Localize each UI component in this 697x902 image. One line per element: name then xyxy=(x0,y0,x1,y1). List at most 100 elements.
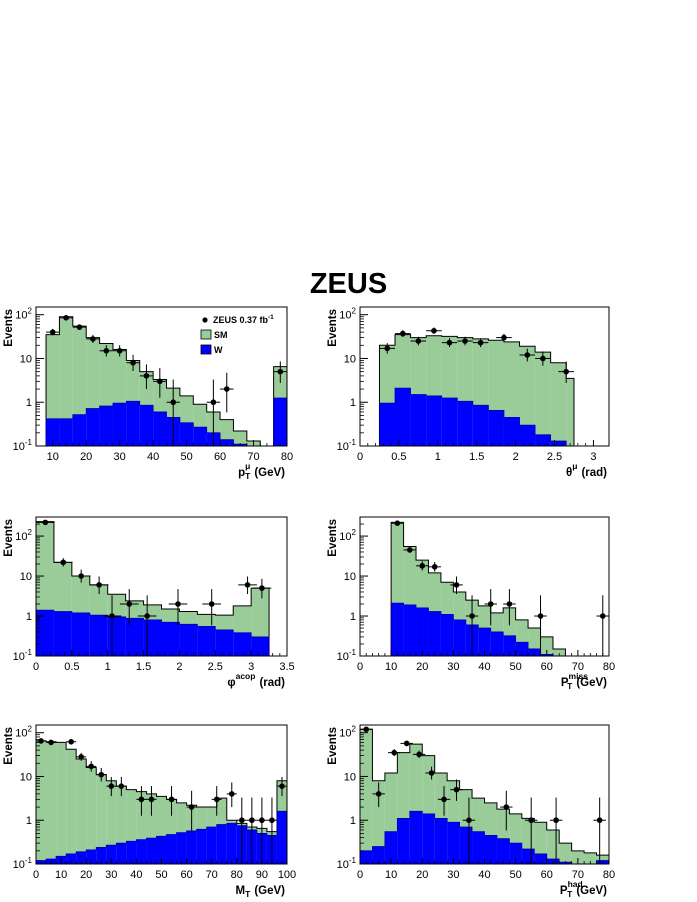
sm-bar xyxy=(66,749,77,864)
w-bar xyxy=(459,827,473,864)
w-bar xyxy=(534,853,547,864)
data-point xyxy=(457,336,473,346)
data-point xyxy=(379,343,396,354)
data-point xyxy=(500,790,513,831)
data-marker xyxy=(596,817,603,824)
sm-bar xyxy=(86,767,97,864)
y-tick-label: 102 xyxy=(339,725,356,740)
w-bar xyxy=(193,427,207,446)
data-point xyxy=(53,558,73,567)
y-axis-title: Events xyxy=(327,727,339,765)
data-marker xyxy=(98,771,105,778)
x-tick-label: 70 xyxy=(572,869,584,881)
plot-area xyxy=(36,519,272,656)
sm-bar xyxy=(36,740,47,864)
data-marker xyxy=(170,399,177,406)
data-point xyxy=(139,364,154,390)
w-bar xyxy=(112,403,127,446)
w-outline xyxy=(36,810,287,864)
data-marker xyxy=(88,763,95,770)
data-point xyxy=(166,786,177,816)
data-marker xyxy=(528,817,534,824)
x-tick-label: 3 xyxy=(248,661,254,673)
data-marker xyxy=(384,345,391,352)
data-point xyxy=(86,334,100,343)
w-bar xyxy=(422,813,435,864)
x-tick-label: 2.5 xyxy=(547,451,562,463)
data-point xyxy=(416,561,429,571)
data-point xyxy=(168,589,188,626)
data-marker xyxy=(431,327,437,334)
x-tick-label: 0.5 xyxy=(64,661,79,673)
x-tick-label: 30 xyxy=(105,869,117,881)
w-bar xyxy=(86,849,97,864)
data-marker xyxy=(148,796,155,803)
w-bar xyxy=(99,406,113,446)
data-point xyxy=(71,569,91,583)
sm-bar xyxy=(571,850,585,864)
x-tick-label: 10 xyxy=(47,451,59,463)
w-bar xyxy=(125,618,144,656)
x-tick-label: 1 xyxy=(105,661,111,673)
w-bar xyxy=(528,648,541,656)
data-marker xyxy=(143,373,150,379)
w-bar xyxy=(76,851,87,864)
w-bar xyxy=(519,425,536,446)
data-marker xyxy=(503,804,510,810)
y-axis-title: Events xyxy=(3,727,15,765)
data-point xyxy=(549,797,563,864)
x-tick-label: 2 xyxy=(513,451,519,463)
x-tick-label: 80 xyxy=(603,869,615,881)
data-marker xyxy=(175,601,181,607)
data-marker xyxy=(599,613,606,619)
x-axis-title: Pmiss T (GeV) xyxy=(561,671,607,691)
sm-bar xyxy=(59,316,73,446)
w-bar xyxy=(215,629,234,656)
data-marker xyxy=(78,754,84,760)
w-bar xyxy=(156,836,167,864)
data-point xyxy=(503,589,516,626)
y-tick-label: 102 xyxy=(339,307,356,322)
sm-bar xyxy=(540,636,553,656)
sm-bar xyxy=(46,334,60,446)
x-tick-label: 70 xyxy=(206,869,218,881)
data-marker xyxy=(391,749,398,756)
data-point xyxy=(211,786,222,816)
data-point xyxy=(220,372,234,413)
data-marker xyxy=(553,817,559,824)
w-bar xyxy=(550,441,567,446)
w-bar xyxy=(166,834,177,864)
w-bar xyxy=(46,418,60,446)
w-bar xyxy=(196,829,207,864)
w-bar xyxy=(86,408,100,446)
data-point xyxy=(146,786,157,816)
x-tick-label: 0 xyxy=(357,869,363,881)
legend: ZEUS 0.37 fb-1 SM W xyxy=(200,314,274,355)
data-point xyxy=(166,379,180,446)
x-tick-label: 40 xyxy=(478,869,490,881)
data-point xyxy=(153,368,167,398)
data-marker xyxy=(419,563,426,569)
data-point xyxy=(186,790,197,831)
y-tick-label: 10-1 xyxy=(13,856,33,871)
data-marker xyxy=(239,817,245,824)
data-point xyxy=(400,740,413,747)
plot-area xyxy=(378,327,575,446)
data-marker xyxy=(487,601,494,607)
data-point xyxy=(437,786,451,816)
w-bar xyxy=(490,631,504,656)
w-bar xyxy=(233,632,252,656)
data-marker xyxy=(103,347,110,354)
data-marker xyxy=(90,336,96,342)
data-point xyxy=(96,767,107,782)
w-bar xyxy=(447,822,460,864)
sm-outline xyxy=(36,521,270,656)
w-bar xyxy=(472,405,489,446)
w-bar xyxy=(453,619,466,656)
data-point xyxy=(202,589,222,626)
sm-bar xyxy=(56,742,67,864)
data-point xyxy=(89,576,109,595)
